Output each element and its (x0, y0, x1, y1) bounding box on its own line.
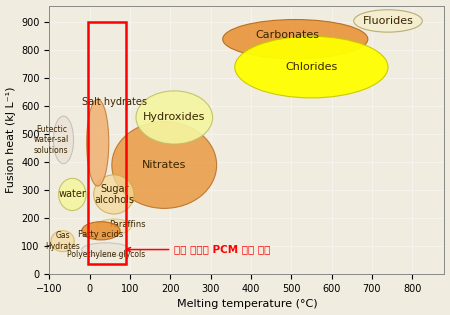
Ellipse shape (58, 178, 86, 210)
Bar (88, 22, 126, 264)
Ellipse shape (136, 91, 212, 144)
X-axis label: Melting temperature (°C): Melting temperature (°C) (176, 300, 317, 309)
Text: Salt hydrates: Salt hydrates (82, 97, 147, 107)
Text: Chlorides: Chlorides (285, 62, 338, 72)
Text: 철도 차량용 PCM 구동 온도: 철도 차량용 PCM 구동 온도 (126, 244, 271, 255)
Ellipse shape (87, 99, 109, 186)
Ellipse shape (82, 222, 120, 240)
Text: Carbonates: Carbonates (255, 30, 319, 40)
Ellipse shape (81, 243, 130, 256)
Text: Hydroxides: Hydroxides (143, 112, 206, 123)
Text: Eutectic
water-sal
solutions: Eutectic water-sal solutions (34, 125, 69, 155)
Ellipse shape (235, 36, 388, 98)
Y-axis label: Fusion heat (kJ L⁻¹): Fusion heat (kJ L⁻¹) (5, 87, 16, 193)
Text: Sugar
alcohols: Sugar alcohols (94, 184, 135, 205)
Ellipse shape (94, 175, 134, 214)
Ellipse shape (97, 219, 131, 234)
Ellipse shape (354, 10, 422, 32)
Text: Polyethylene glycols: Polyethylene glycols (67, 249, 145, 259)
Ellipse shape (51, 231, 74, 252)
Text: Paraffins: Paraffins (109, 220, 145, 229)
Ellipse shape (223, 20, 368, 59)
Text: Fatty acids: Fatty acids (78, 231, 124, 239)
Text: Fluorides: Fluorides (363, 16, 414, 26)
Text: Gas
Hydrates: Gas Hydrates (45, 232, 80, 251)
Text: Nitrates: Nitrates (142, 160, 186, 170)
Text: water: water (58, 189, 86, 199)
Ellipse shape (112, 122, 216, 209)
Ellipse shape (54, 116, 73, 164)
